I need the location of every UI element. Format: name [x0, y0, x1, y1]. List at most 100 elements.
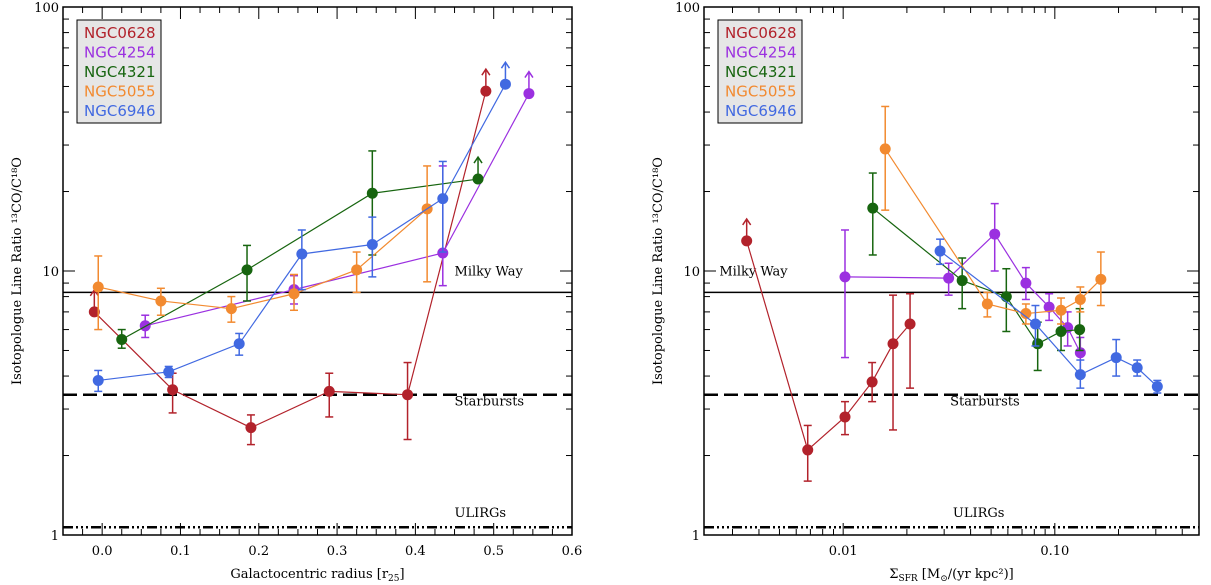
reference-label: Milky Way	[455, 265, 524, 280]
data-point	[116, 334, 128, 346]
data-point	[241, 264, 253, 276]
x-tick-label: 0.3	[327, 544, 348, 559]
data-point	[1055, 304, 1067, 316]
data-point	[887, 338, 899, 350]
data-point	[288, 288, 300, 300]
data-point	[934, 245, 946, 257]
series-line	[872, 207, 1080, 345]
x-axis-label-close: [M	[918, 567, 941, 582]
data-point	[1032, 338, 1044, 350]
x-axis-label-sub: 25	[388, 574, 400, 584]
lower-limit-arrowhead	[473, 155, 483, 164]
y-tick-label: 1	[692, 529, 700, 544]
legend-entry: NGC0628	[84, 24, 156, 42]
data-point	[1020, 308, 1032, 320]
data-point	[1110, 352, 1122, 364]
legend-entry: NGC6946	[725, 102, 797, 120]
data-point	[437, 247, 449, 259]
series-ngc6946	[934, 238, 1163, 394]
data-point	[1029, 318, 1041, 330]
legend-entry: NGC4321	[725, 63, 797, 81]
data-point	[1020, 277, 1032, 289]
data-point	[879, 143, 891, 155]
data-point	[245, 422, 257, 434]
series-ngc5055	[879, 105, 1107, 325]
series-ngc4321	[867, 172, 1086, 372]
data-point	[351, 264, 363, 276]
data-point	[802, 444, 814, 456]
series-ngc0628	[741, 217, 916, 482]
data-point	[163, 366, 175, 378]
data-point	[437, 193, 449, 205]
data-point	[904, 318, 916, 330]
data-point	[523, 88, 535, 100]
x-tick-label: 0.1	[170, 544, 191, 559]
data-point	[1000, 291, 1012, 303]
data-point	[1074, 324, 1086, 336]
series-line	[121, 178, 479, 341]
data-point	[499, 78, 511, 90]
series-ngc5055	[92, 165, 433, 331]
y-tick-label: 10	[42, 265, 59, 280]
legend-entry: NGC5055	[725, 83, 797, 101]
data-point	[323, 385, 335, 397]
x-tick-label: 0.0	[92, 544, 113, 559]
series-line	[98, 208, 428, 310]
data-point	[839, 411, 851, 423]
x-tick-label: 0.4	[405, 544, 426, 559]
series-line	[145, 93, 530, 327]
data-point	[741, 235, 753, 247]
data-point	[1151, 381, 1163, 393]
legend-box	[76, 19, 162, 124]
y-axis-label: Isotopologue Line Ratio ¹³CO/C¹⁸O	[10, 157, 25, 385]
data-point	[92, 281, 104, 293]
data-point	[366, 239, 378, 251]
y-tick-label: 1	[51, 529, 59, 544]
data-point	[92, 374, 104, 386]
x-axis-label: ΣSFR [M⊙/(yr kpc²)]	[889, 567, 1013, 584]
x-tick-label: 0.01	[829, 544, 858, 559]
data-point	[839, 271, 851, 283]
legend-entry: NGC4254	[725, 44, 797, 62]
chart-left: 1 10 100 0.0 0.1 0.2 0.3 0.4 0.5 0.6 Galactocentri…	[10, 1, 582, 584]
x-axis-label-sun: ⊙	[940, 574, 948, 584]
x-axis-label-close: ]	[400, 567, 405, 582]
data-point	[155, 295, 167, 307]
y-tick-label: 100	[675, 1, 700, 16]
data-point	[1095, 273, 1107, 285]
data-point	[1043, 301, 1055, 313]
data-point	[981, 298, 993, 310]
data-point	[296, 248, 308, 260]
data-point	[402, 389, 414, 401]
data-point	[1131, 362, 1143, 374]
legend-box	[717, 19, 803, 124]
data-point	[366, 187, 378, 199]
chart-right: 1 10 100 0.01 0.10 ΣSFR [M⊙/(yr kpc²)] Isotopo…	[651, 1, 1200, 584]
legend-entry: NGC4321	[84, 63, 156, 81]
data-point	[867, 202, 879, 214]
data-point	[225, 303, 237, 315]
legend-entry: NGC4254	[84, 44, 156, 62]
legend-entry: NGC5055	[84, 83, 156, 101]
data-point	[480, 85, 492, 97]
data-point	[1055, 325, 1067, 337]
legend-entry: NGC6946	[84, 102, 156, 120]
lower-limit-arrowhead	[481, 67, 491, 76]
legend-entry: NGC0628	[725, 24, 797, 42]
reference-label: Starbursts	[950, 394, 1020, 409]
y-tick-label: 10	[683, 265, 700, 280]
data-point	[472, 173, 484, 185]
lower-limit-arrowhead	[742, 217, 752, 226]
x-axis-label: Galactocentric radius [r25]	[230, 567, 404, 584]
y-tick-label: 100	[34, 1, 59, 16]
reference-label: Starbursts	[455, 394, 525, 409]
x-axis-label-sub: SFR	[898, 574, 917, 584]
x-axis-label-main: Galactocentric radius [r	[230, 567, 388, 582]
data-point	[88, 306, 100, 318]
series-line	[93, 91, 487, 429]
series-ngc0628	[88, 67, 492, 446]
x-axis-label-unit: /(yr kpc²)]	[948, 567, 1014, 582]
